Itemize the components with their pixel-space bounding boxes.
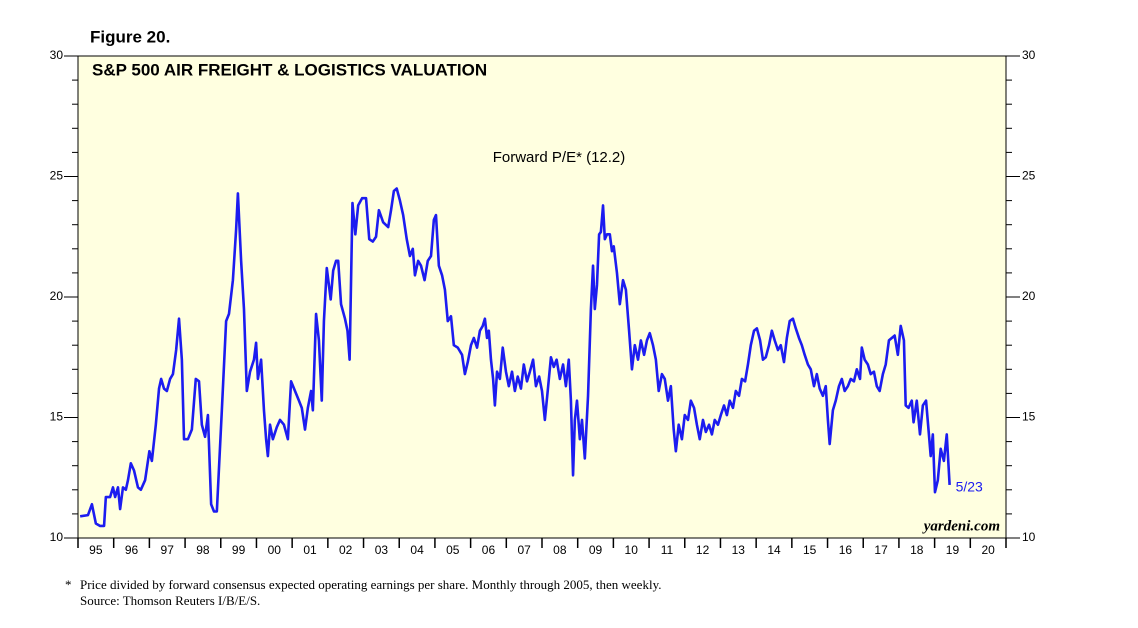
x-tick-label: 96 xyxy=(125,543,139,557)
x-tick-label: 07 xyxy=(517,543,531,557)
y2-tick-label: 20 xyxy=(1022,289,1036,303)
x-tick-label: 13 xyxy=(732,543,746,557)
x-tick-label: 06 xyxy=(482,543,496,557)
y-tick-label: 30 xyxy=(50,48,64,62)
y-tick-label: 25 xyxy=(50,169,64,183)
x-tick-label: 95 xyxy=(89,543,103,557)
x-tick-label: 12 xyxy=(696,543,710,557)
y-tick-label: 15 xyxy=(50,410,64,424)
footnote: Price divided by forward consensus expec… xyxy=(80,577,661,592)
x-tick-label: 19 xyxy=(946,543,960,557)
watermark: yardeni.com xyxy=(922,518,1000,534)
x-tick-label: 04 xyxy=(410,543,424,557)
plot-area xyxy=(77,55,1007,539)
chart-title: S&P 500 AIR FREIGHT & LOGISTICS VALUATIO… xyxy=(92,60,487,79)
x-tick-label: 02 xyxy=(339,543,353,557)
x-tick-label: 09 xyxy=(589,543,603,557)
x-tick-label: 11 xyxy=(661,543,674,557)
source: Source: Thomson Reuters I/B/E/S. xyxy=(80,593,260,608)
x-tick-label: 05 xyxy=(446,543,460,557)
x-tick-label: 15 xyxy=(803,543,817,557)
x-tick-label: 01 xyxy=(303,543,317,557)
y2-tick-label: 25 xyxy=(1022,169,1036,183)
figure-label: Figure 20. xyxy=(90,27,170,46)
x-tick-label: 08 xyxy=(553,543,567,557)
y2-tick-label: 10 xyxy=(1022,530,1036,544)
x-tick-label: 18 xyxy=(910,543,924,557)
y2-tick-label: 15 xyxy=(1022,410,1036,424)
x-tick-label: 17 xyxy=(874,543,888,557)
footnote-marker: * xyxy=(65,577,72,592)
legend-label: Forward P/E* (12.2) xyxy=(493,149,626,166)
x-tick-label: 14 xyxy=(767,543,781,557)
x-tick-label: 00 xyxy=(268,543,282,557)
y-tick-label: 10 xyxy=(50,530,64,544)
x-tick-label: 98 xyxy=(196,543,210,557)
end-label: 5/23 xyxy=(956,479,983,495)
x-tick-label: 99 xyxy=(232,543,246,557)
x-tick-label: 03 xyxy=(375,543,389,557)
x-tick-label: 10 xyxy=(625,543,639,557)
x-tick-label: 16 xyxy=(839,543,853,557)
series-line xyxy=(79,187,951,528)
y2-tick-label: 30 xyxy=(1022,48,1036,62)
x-tick-label: 20 xyxy=(981,543,995,557)
y-tick-label: 20 xyxy=(50,289,64,303)
x-tick-label: 97 xyxy=(161,543,175,557)
